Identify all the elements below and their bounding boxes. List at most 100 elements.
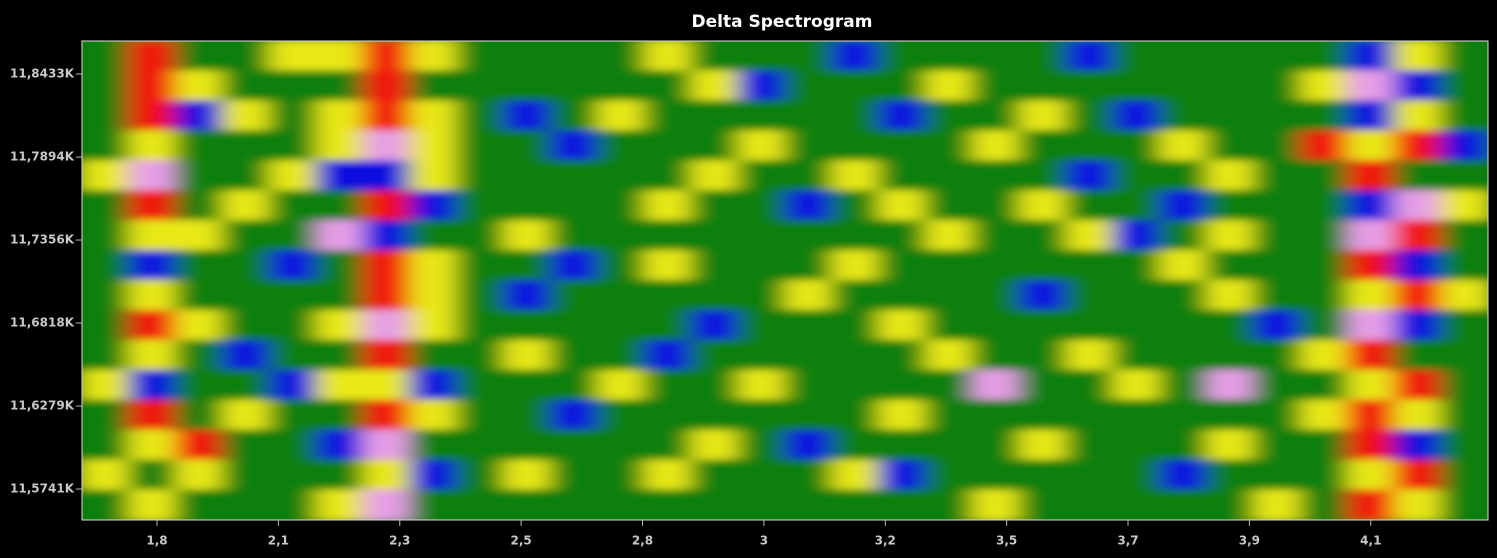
heatmap-cell [1440, 309, 1488, 341]
heatmap-cell [1112, 280, 1161, 311]
heatmap-cell [784, 41, 833, 72]
heatmap-cell [831, 190, 880, 222]
heatmap-cell [409, 70, 458, 102]
heatmap-cell [1065, 190, 1114, 222]
heatmap-cell [1112, 70, 1161, 102]
heatmap-cell [315, 100, 364, 132]
heatmap-cell [1206, 100, 1255, 132]
heatmap-cell [82, 309, 130, 341]
heatmap-cell [784, 399, 833, 431]
heatmap-cell [831, 459, 880, 491]
heatmap-cell [82, 399, 130, 431]
heatmap-cell [1300, 190, 1348, 222]
heatmap-cell [1112, 309, 1161, 341]
heatmap-cell [1159, 399, 1208, 431]
heatmap-cell [690, 339, 739, 371]
heatmap-cell [1440, 190, 1488, 222]
heatmap-cell [643, 220, 692, 252]
heatmap-cell [597, 41, 645, 72]
heatmap-cell [409, 190, 458, 222]
heatmap-cell [1346, 459, 1395, 491]
heatmap-cell [597, 160, 645, 192]
heatmap-cell [1206, 280, 1255, 311]
heatmap-cell [925, 130, 973, 162]
heatmap-cell [456, 220, 505, 252]
heatmap-cell [878, 399, 927, 431]
heatmap-cell [315, 369, 364, 401]
heatmap-cell [1206, 339, 1255, 371]
heatmap-cell [222, 160, 270, 192]
heatmap-cell [925, 41, 973, 72]
heatmap-cell [1112, 250, 1161, 281]
heatmap-cell [925, 220, 973, 252]
heatmap-cell [925, 429, 973, 461]
heatmap-cell [175, 459, 224, 491]
heatmap-cell [1300, 280, 1348, 311]
heatmap-cell [1346, 369, 1395, 401]
heatmap-cell [409, 41, 458, 72]
x-tick-label: 3,5 [996, 534, 1017, 548]
heatmap-cell [643, 130, 692, 162]
heatmap-cell [597, 100, 645, 132]
heatmap-cell [737, 70, 786, 102]
heatmap-cell [1112, 429, 1161, 461]
heatmap-cell [1300, 339, 1348, 371]
heatmap-cell [362, 309, 411, 341]
heatmap-cell [1206, 429, 1255, 461]
heatmap-cell [784, 190, 833, 222]
heatmap-cell [503, 100, 552, 132]
heatmap-cell [971, 220, 1020, 252]
heatmap-cell [831, 339, 880, 371]
heatmap-cell [1253, 41, 1302, 72]
heatmap-cell [362, 250, 411, 281]
heatmap-cell [971, 369, 1020, 401]
heatmap-cell [1018, 41, 1067, 72]
heatmap-cell [784, 160, 833, 192]
heatmap-cell [784, 489, 833, 520]
heatmap-cell [128, 489, 177, 520]
heatmap-cell [643, 489, 692, 520]
plot-border [81, 40, 1489, 521]
heatmap-cell [1206, 220, 1255, 252]
heatmap-cell [503, 339, 552, 371]
heatmap-cell [1440, 130, 1488, 162]
x-tick-label: 3,7 [1117, 534, 1138, 548]
heatmap-cell [175, 41, 224, 72]
heatmap-cell [409, 459, 458, 491]
heatmap-cell [1018, 250, 1067, 281]
x-tick-label: 2,3 [389, 534, 410, 548]
heatmap-cell [82, 220, 130, 252]
heatmap-cell [456, 309, 505, 341]
heatmap-cell [1206, 399, 1255, 431]
heatmap-cell [1206, 309, 1255, 341]
heatmap-cell [737, 130, 786, 162]
heatmap-cell [737, 399, 786, 431]
heatmap-cell [737, 190, 786, 222]
heatmap-cell [1253, 280, 1302, 311]
heatmap-cell [1393, 100, 1442, 132]
heatmap-cell [268, 190, 317, 222]
heatmap-cell [1018, 309, 1067, 341]
heatmap-cell [1159, 459, 1208, 491]
heatmap-cell [409, 369, 458, 401]
heatmap-cell [82, 70, 130, 102]
heatmap-cell [175, 130, 224, 162]
heatmap-cell [503, 41, 552, 72]
heatmap-cell [597, 280, 645, 311]
heatmap-cell [503, 459, 552, 491]
heatmap-cell [1393, 280, 1442, 311]
heatmap-cell [362, 41, 411, 72]
heatmap-cell [597, 399, 645, 431]
heatmap-cell [503, 250, 552, 281]
heatmap-cell [1159, 489, 1208, 520]
heatmap-cell [1065, 459, 1114, 491]
heatmap-cell [409, 160, 458, 192]
heatmap-cell [315, 160, 364, 192]
heatmap-cell [1253, 489, 1302, 520]
heatmap-cell [409, 399, 458, 431]
heatmap-cell [1159, 70, 1208, 102]
heatmap-cell [784, 429, 833, 461]
x-tick-label: 1,8 [146, 534, 167, 548]
heatmap-cell [315, 309, 364, 341]
